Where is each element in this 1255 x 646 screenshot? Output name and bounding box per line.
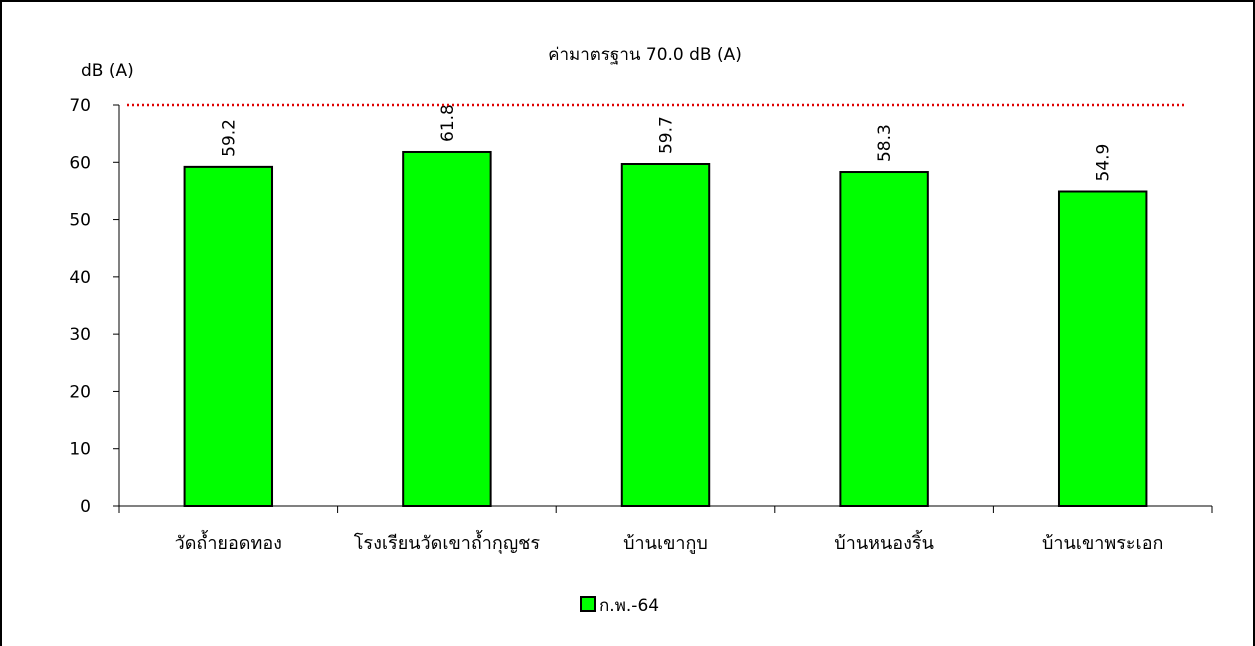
y-tick-label: 20	[69, 382, 91, 402]
x-tick-label: บ้านเขากูบ	[623, 533, 708, 554]
y-tick-label: 10	[69, 440, 91, 460]
y-tick-label: 70	[69, 96, 91, 116]
data-label: 61.8	[438, 104, 458, 142]
standard-annotation: ค่ามาตรฐาน 70.0 dB (A)	[548, 45, 742, 65]
data-label: 59.7	[657, 116, 677, 154]
bars: 59.2 วัดถ้ำยอดทอง 61.8 โรงเรียนวัดเขาถ้ำกุญ…	[175, 104, 1164, 554]
y-axis-label: dB (A)	[81, 61, 134, 81]
data-label: 59.2	[219, 119, 239, 157]
legend-label: ก.พ.-64	[599, 596, 659, 616]
data-label: 58.3	[875, 124, 895, 162]
x-tick-label: โรงเรียนวัดเขาถ้ำกุญชร	[354, 530, 541, 554]
y-tick-label: 60	[69, 153, 91, 173]
data-label: 54.9	[1094, 144, 1114, 182]
bar	[183, 165, 274, 508]
bar	[620, 163, 711, 508]
x-tick-label: วัดถ้ำยอดทอง	[175, 530, 282, 554]
bar	[402, 150, 492, 508]
y-tick-label: 50	[69, 211, 91, 231]
y-tick-label: 30	[69, 325, 91, 345]
legend: ก.พ.-64	[580, 596, 659, 616]
bar	[839, 171, 929, 507]
bar	[1057, 190, 1148, 507]
y-tick-label: 40	[69, 268, 91, 288]
legend-swatch	[580, 596, 596, 612]
x-tick-label: บ้านเขาพระเอก	[1042, 533, 1163, 554]
y-tick-label: 0	[80, 497, 91, 517]
x-tick-label: บ้านหนองริ้น	[834, 530, 934, 554]
